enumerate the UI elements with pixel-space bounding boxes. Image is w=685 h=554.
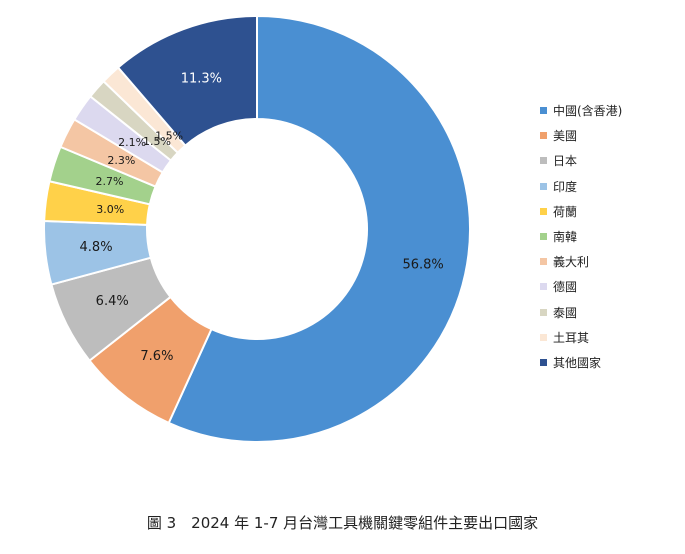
legend-item: 南韓 xyxy=(540,224,622,249)
legend-swatch xyxy=(540,283,547,291)
chart-legend: 中國(含香港) 美國日本印度荷蘭南韓義大利德國泰國土耳其其他國家 xyxy=(540,98,622,375)
data-label-11: 11.3% xyxy=(181,71,222,86)
legend-swatch xyxy=(540,182,547,190)
legend-label: 其他國家 xyxy=(553,355,602,370)
legend-label: 荷蘭 xyxy=(553,204,578,219)
legend-item: 荷蘭 xyxy=(540,199,622,224)
legend-item: 德國 xyxy=(540,274,622,299)
legend-label: 土耳其 xyxy=(553,330,590,345)
legend-label: 德國 xyxy=(553,280,578,295)
legend-swatch xyxy=(540,308,547,316)
legend-label: 義大利 xyxy=(553,255,590,270)
legend-item: 其他國家 xyxy=(540,350,622,375)
legend-label: 美國 xyxy=(553,129,578,144)
legend-label: 南韓 xyxy=(553,230,578,245)
data-label-10: 1.5% xyxy=(155,129,183,142)
donut-chart: 56.8%7.6%6.4%4.8%3.0%2.7%2.3%2.1%1.5%1.5… xyxy=(43,14,471,443)
legend-swatch xyxy=(540,157,547,165)
legend-swatch xyxy=(540,207,547,215)
pie-slice-1 xyxy=(167,14,471,443)
data-label-9: 1.5% xyxy=(143,135,171,148)
legend-item: 泰國 xyxy=(540,300,622,325)
legend-label: 印度 xyxy=(553,179,578,194)
figure-caption: 圖 3 2024 年 1-7 月台灣工具機關鍵零組件主要出口國家 xyxy=(146,514,539,532)
legend-item: 義大利 xyxy=(540,249,622,274)
legend-swatch xyxy=(540,358,547,366)
data-label-7: 2.3% xyxy=(107,154,135,167)
legend-swatch xyxy=(540,258,547,266)
data-label-6: 2.7% xyxy=(95,175,123,188)
legend-item: 美國 xyxy=(540,123,622,148)
legend-item: 印度 xyxy=(540,174,622,199)
legend-item: 土耳其 xyxy=(540,325,622,350)
pie-slice-11 xyxy=(116,14,258,147)
legend-swatch xyxy=(540,333,547,341)
data-label-4: 4.8% xyxy=(80,240,113,255)
data-label-3: 6.4% xyxy=(96,294,129,309)
legend-label: 中國(含香港) xyxy=(553,104,623,119)
data-label-8: 2.1% xyxy=(118,136,146,149)
legend-swatch xyxy=(540,233,547,241)
data-label-2: 7.6% xyxy=(140,349,173,364)
data-label-1: 56.8% xyxy=(402,258,443,273)
legend-label: 日本 xyxy=(553,154,578,169)
legend-label: 泰國 xyxy=(553,305,578,320)
legend-item: 中國(含香港) xyxy=(540,98,622,123)
legend-swatch xyxy=(540,132,547,140)
data-label-5: 3.0% xyxy=(96,203,124,216)
legend-swatch xyxy=(540,107,547,115)
legend-item: 日本 xyxy=(540,148,622,173)
